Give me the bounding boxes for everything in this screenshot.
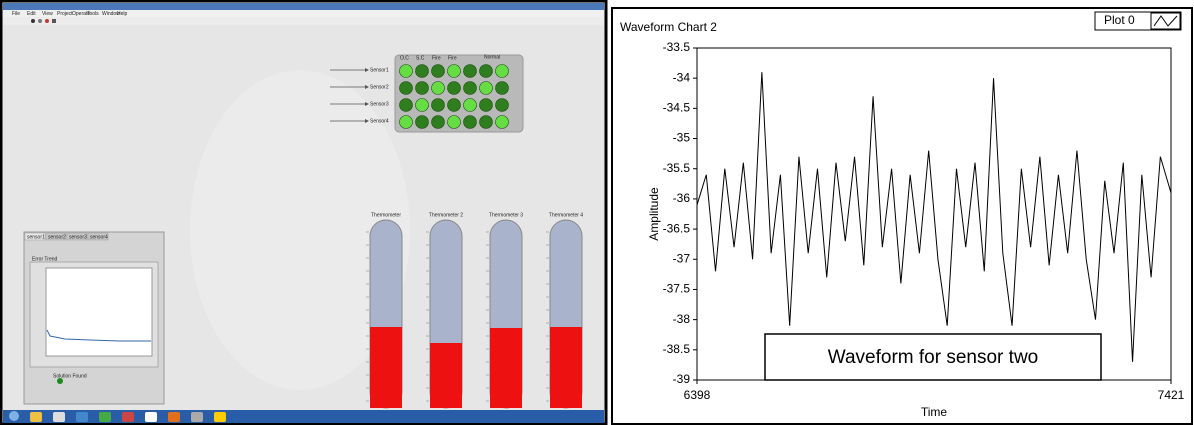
led (448, 82, 461, 95)
thermometer-fill (490, 328, 522, 408)
run-button[interactable] (31, 19, 35, 23)
legend-label: Plot 0 (1104, 13, 1135, 27)
taskbar-icon[interactable] (122, 412, 134, 422)
menu-item[interactable]: File (12, 11, 20, 17)
thermometer-label: Thermometer 3 (489, 212, 523, 218)
sensor-label: Sensor3 (370, 101, 389, 107)
led (400, 82, 413, 95)
taskbar-icon[interactable] (168, 412, 180, 422)
led (432, 99, 445, 112)
led (400, 65, 413, 78)
y-tick-label: -38 (673, 312, 691, 326)
y-tick-label: -33.5 (663, 40, 691, 54)
y-tick-label: -37 (673, 251, 691, 265)
x-tick-label: 7421 (1158, 388, 1185, 402)
page: FileEditViewProjectOperateToolsWindowHel… (0, 0, 1194, 425)
y-tick-label: -34.5 (663, 101, 691, 115)
led (400, 99, 413, 112)
thermometer-label: Thermometer 4 (549, 212, 583, 218)
taskbar-icon[interactable] (53, 412, 65, 422)
led (480, 116, 493, 129)
menu-item[interactable]: Project (57, 11, 73, 17)
led (432, 116, 445, 129)
thermometer-fill (550, 327, 582, 408)
led-title: Normal (484, 54, 500, 60)
sensor-label: Sensor1 (370, 67, 389, 73)
led (432, 65, 445, 78)
tab-label[interactable]: sensor2 (48, 234, 66, 240)
chart-title: Waveform Chart 2 (620, 20, 717, 34)
led (432, 82, 445, 95)
legend-swatch-box (1151, 13, 1180, 29)
led (416, 82, 429, 95)
tab-label[interactable]: sensor1 (27, 234, 45, 240)
led (448, 65, 461, 78)
taskbar-icon[interactable] (191, 412, 203, 422)
x-tick-label: 6398 (684, 388, 711, 402)
y-tick-label: -35 (673, 131, 691, 145)
screen: FileEditViewProjectOperateToolsWindowHel… (0, 0, 1194, 425)
thermometer-fill (370, 327, 402, 408)
annotation: Waveform for sensor two (828, 347, 1038, 368)
thermometer-fill (430, 343, 462, 408)
led (448, 99, 461, 112)
led (480, 82, 493, 95)
led (464, 65, 477, 78)
y-tick-label: -36 (673, 191, 691, 205)
menu-item[interactable]: View (42, 11, 53, 17)
led (496, 99, 509, 112)
led (480, 99, 493, 112)
led (480, 65, 493, 78)
indicator-label: Solution Found (53, 373, 87, 379)
led (416, 99, 429, 112)
led (464, 82, 477, 95)
led (464, 99, 477, 112)
taskbar-icon[interactable] (99, 412, 111, 422)
start-button[interactable] (9, 411, 19, 421)
y-axis-label: Amplitude (647, 187, 661, 241)
menu-item[interactable]: Edit (27, 11, 36, 17)
sensor-label: Sensor4 (370, 118, 389, 124)
taskbar (3, 410, 604, 423)
led (416, 65, 429, 78)
y-tick-label: -37.5 (663, 282, 691, 296)
led-column-label: O.C (400, 55, 409, 61)
trend-title: Error Trend (32, 256, 58, 262)
tab-label[interactable]: sensor4 (90, 234, 108, 240)
trend-plot (46, 268, 152, 356)
abort-button[interactable] (45, 19, 49, 23)
led-column-label: S.C (416, 55, 425, 61)
y-tick-label: -38.5 (663, 342, 691, 356)
taskbar-icon[interactable] (76, 412, 88, 422)
title-bar (3, 3, 604, 10)
led (400, 116, 413, 129)
led (496, 116, 509, 129)
toolbar (3, 17, 604, 25)
y-tick-label: -35.5 (663, 161, 691, 175)
led-column-label: Fire (432, 55, 441, 61)
led-column-label: Fire (448, 55, 457, 61)
menu-item[interactable]: Help (117, 11, 128, 17)
menu-item[interactable]: Tools (87, 11, 99, 17)
led (448, 116, 461, 129)
y-tick-label: -36.5 (663, 221, 691, 235)
y-tick-label: -39 (673, 372, 691, 386)
run-continuous-button[interactable] (38, 19, 42, 23)
y-tick-label: -34 (673, 70, 691, 84)
led (496, 82, 509, 95)
thermometer-label: Thermometer (371, 212, 401, 218)
pause-button[interactable] (52, 19, 56, 23)
thermometer-label: Thermometer 2 (429, 212, 463, 218)
taskbar-icon[interactable] (145, 412, 157, 422)
led (496, 65, 509, 78)
sensor-label: Sensor2 (370, 84, 389, 90)
taskbar-icon[interactable] (214, 412, 226, 422)
tab-label[interactable]: sensor3 (69, 234, 87, 240)
led (464, 116, 477, 129)
x-axis-label: Time (921, 405, 948, 419)
led (416, 116, 429, 129)
taskbar-icon[interactable] (30, 412, 42, 422)
